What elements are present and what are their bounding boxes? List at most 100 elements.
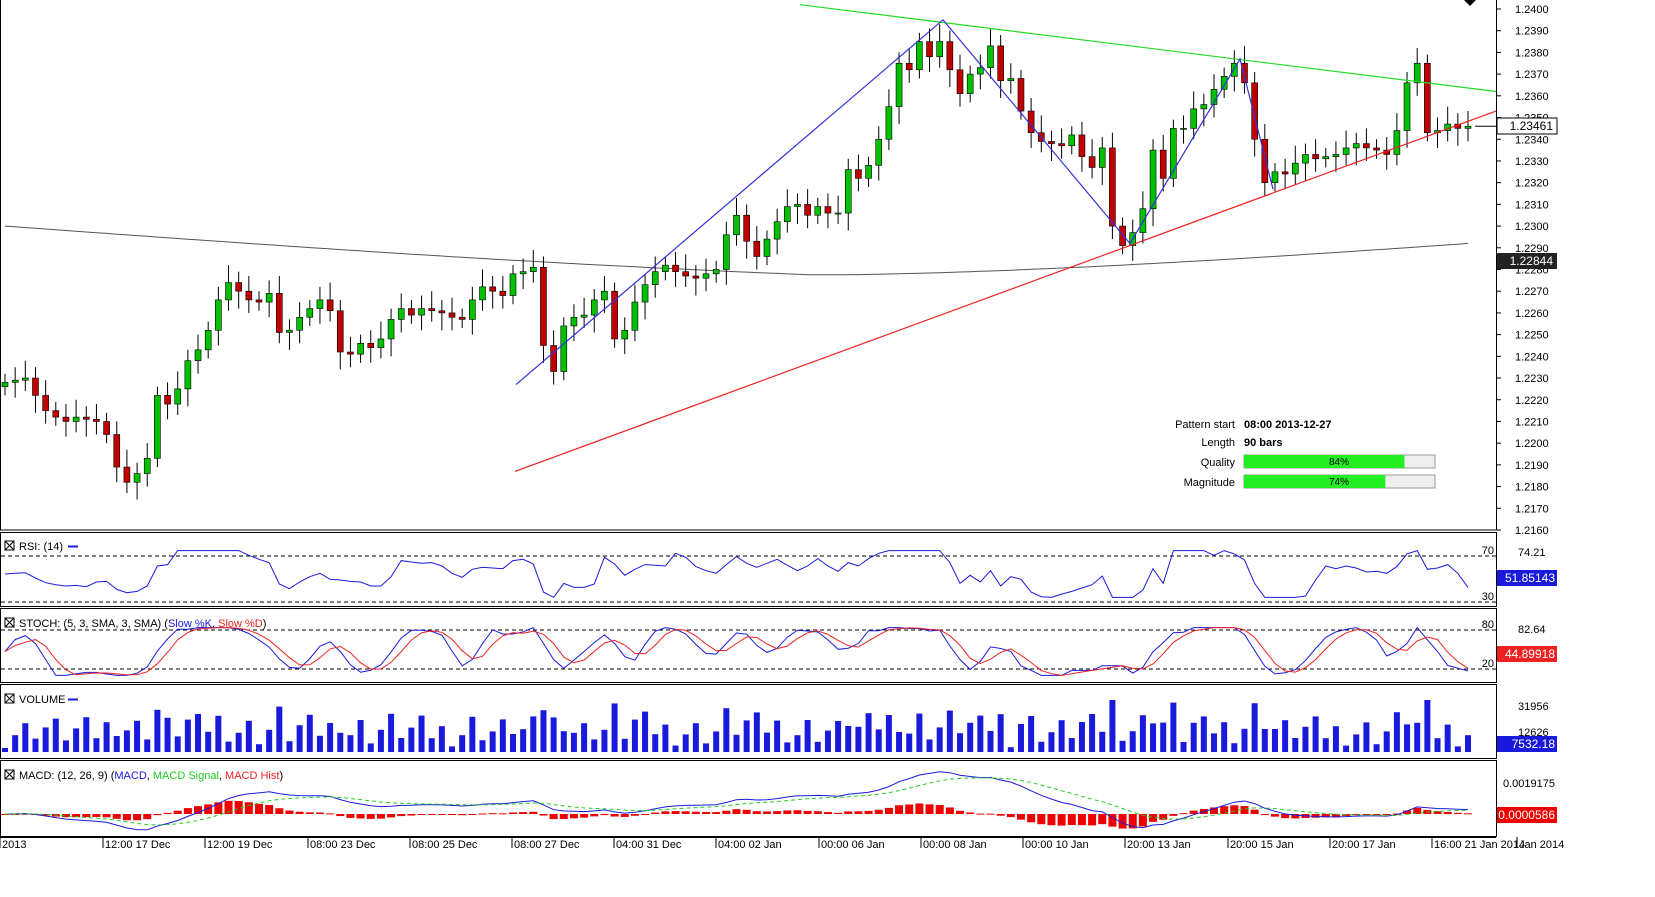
volume-bar: [642, 711, 649, 752]
volume-bar: [926, 739, 933, 752]
macd-hist-bar: [204, 804, 213, 814]
volume-bar: [936, 727, 943, 752]
macd-hist-bar: [498, 813, 507, 815]
macd-hist-bar: [752, 811, 761, 814]
sma-price-label: 1.22844: [1510, 254, 1554, 268]
candle-up: [1190, 108, 1197, 129]
scroll-marker-icon[interactable]: [1464, 0, 1476, 6]
volume-bar: [1353, 734, 1360, 752]
candle-up: [204, 329, 212, 351]
candle-down: [103, 421, 110, 435]
candle-up: [296, 316, 303, 331]
volume-bar: [479, 740, 486, 752]
y-tick-label: 1.2260: [1515, 308, 1549, 320]
candle-up: [265, 293, 273, 303]
candle-up: [977, 67, 984, 75]
volume-bar: [1078, 722, 1085, 752]
macd-hist-bar: [915, 803, 924, 814]
macd-hist-bar: [366, 814, 375, 819]
quality-percent: 84%: [1329, 457, 1349, 468]
candle-down: [235, 282, 242, 292]
volume-bar: [1312, 716, 1319, 752]
volume-bar: [1414, 722, 1421, 752]
macd-hist-bar: [437, 814, 446, 815]
volume-bar: [1160, 722, 1167, 752]
candle-up: [469, 299, 476, 320]
pattern-start-value: 08:00 2013-12-27: [1244, 419, 1331, 431]
candle-up: [865, 165, 872, 179]
macd-hist-bar: [234, 801, 243, 814]
candle-up: [814, 206, 822, 216]
candle-up: [1302, 154, 1309, 164]
candle-down: [32, 377, 39, 396]
candle-up: [194, 349, 202, 361]
macd-hist-bar: [905, 804, 914, 814]
quality-bar-fill: [1244, 455, 1405, 468]
volume-bar: [946, 710, 953, 752]
candle-up: [834, 212, 842, 215]
macd-hist-bar: [1352, 814, 1361, 816]
volume-bar: [1109, 700, 1116, 752]
y-tick-label: 1.2320: [1515, 178, 1549, 190]
volume-bar: [560, 731, 567, 752]
volume-bar: [1190, 722, 1197, 752]
macd-hist-bar: [925, 804, 934, 814]
candle-up: [1007, 78, 1015, 81]
y-tick-label: 1.2290: [1515, 243, 1549, 255]
candle-up: [1231, 62, 1238, 77]
macd-hist-bar: [1210, 807, 1219, 814]
macd-hist-bar: [722, 810, 731, 814]
volume-bar: [164, 717, 171, 752]
volume-bar: [1404, 724, 1411, 752]
macd-hist-bar: [448, 814, 457, 815]
macd-value-label: 0.0000586: [1498, 808, 1555, 822]
volume-bar: [1302, 726, 1309, 752]
volume-top-label: 31956: [1518, 701, 1549, 713]
y-tick-label: 1.2330: [1515, 156, 1549, 168]
stoch-level-20: 20: [1482, 658, 1494, 670]
pattern-info: Pattern start 08:00 2013-12-27 Length 90…: [1175, 419, 1436, 489]
macd-hist-bar: [986, 813, 995, 815]
candle-up: [1342, 147, 1350, 155]
macd-hist-bar: [214, 802, 223, 814]
volume-bar: [266, 729, 273, 752]
y-tick-label: 1.2200: [1515, 438, 1549, 450]
candle-down: [499, 290, 507, 296]
candle-up: [1200, 104, 1208, 110]
y-tick-label: 1.2240: [1515, 351, 1549, 363]
x-tick-label: 04:00 02 Jan: [718, 839, 782, 851]
volume-bar: [957, 733, 964, 752]
volume-bar: [296, 725, 303, 752]
y-tick-label: 1.2220: [1515, 395, 1549, 407]
candle-up: [1413, 62, 1421, 84]
volume-bar: [1271, 729, 1278, 752]
candle-up: [712, 269, 720, 275]
macd-hist-bar: [265, 805, 274, 814]
stoch-d-label: Slow %D: [218, 618, 263, 630]
stoch-title: STOCH: (5, 3, SMA, 3, SMA): [19, 618, 161, 630]
volume-bar: [1089, 714, 1096, 752]
candle-down: [1109, 147, 1116, 227]
x-tick-label: 2013: [2, 839, 26, 851]
macd-hist-bar: [1281, 814, 1290, 819]
macd-hist-bar: [641, 814, 650, 815]
macd-hist-bar: [610, 814, 619, 817]
volume-bar: [906, 733, 913, 752]
volume-bar: [103, 722, 110, 752]
volume-bar: [855, 726, 862, 752]
candle-up: [377, 338, 385, 348]
macd-hist-bar: [1331, 814, 1340, 817]
macd-hist-bar: [1372, 814, 1381, 815]
volume-bar: [1129, 731, 1136, 752]
macd-hist-bar: [173, 810, 182, 814]
macd-hist-bar: [1057, 814, 1066, 826]
volume-bar: [1251, 703, 1258, 752]
rsi-line: [4, 549, 1469, 599]
candle-up: [783, 206, 791, 223]
macd-hist-bar: [559, 814, 568, 819]
svg-text:MACD: (12, 26, 9) (MACD: MACD: (12, 26, 9) (MACD, MACD Signal, MA…: [19, 770, 283, 782]
volume-bar: [1261, 729, 1268, 752]
volume-bar: [550, 717, 557, 752]
macd-hist-bar: [254, 803, 263, 814]
macd-hist-bar: [397, 814, 406, 817]
